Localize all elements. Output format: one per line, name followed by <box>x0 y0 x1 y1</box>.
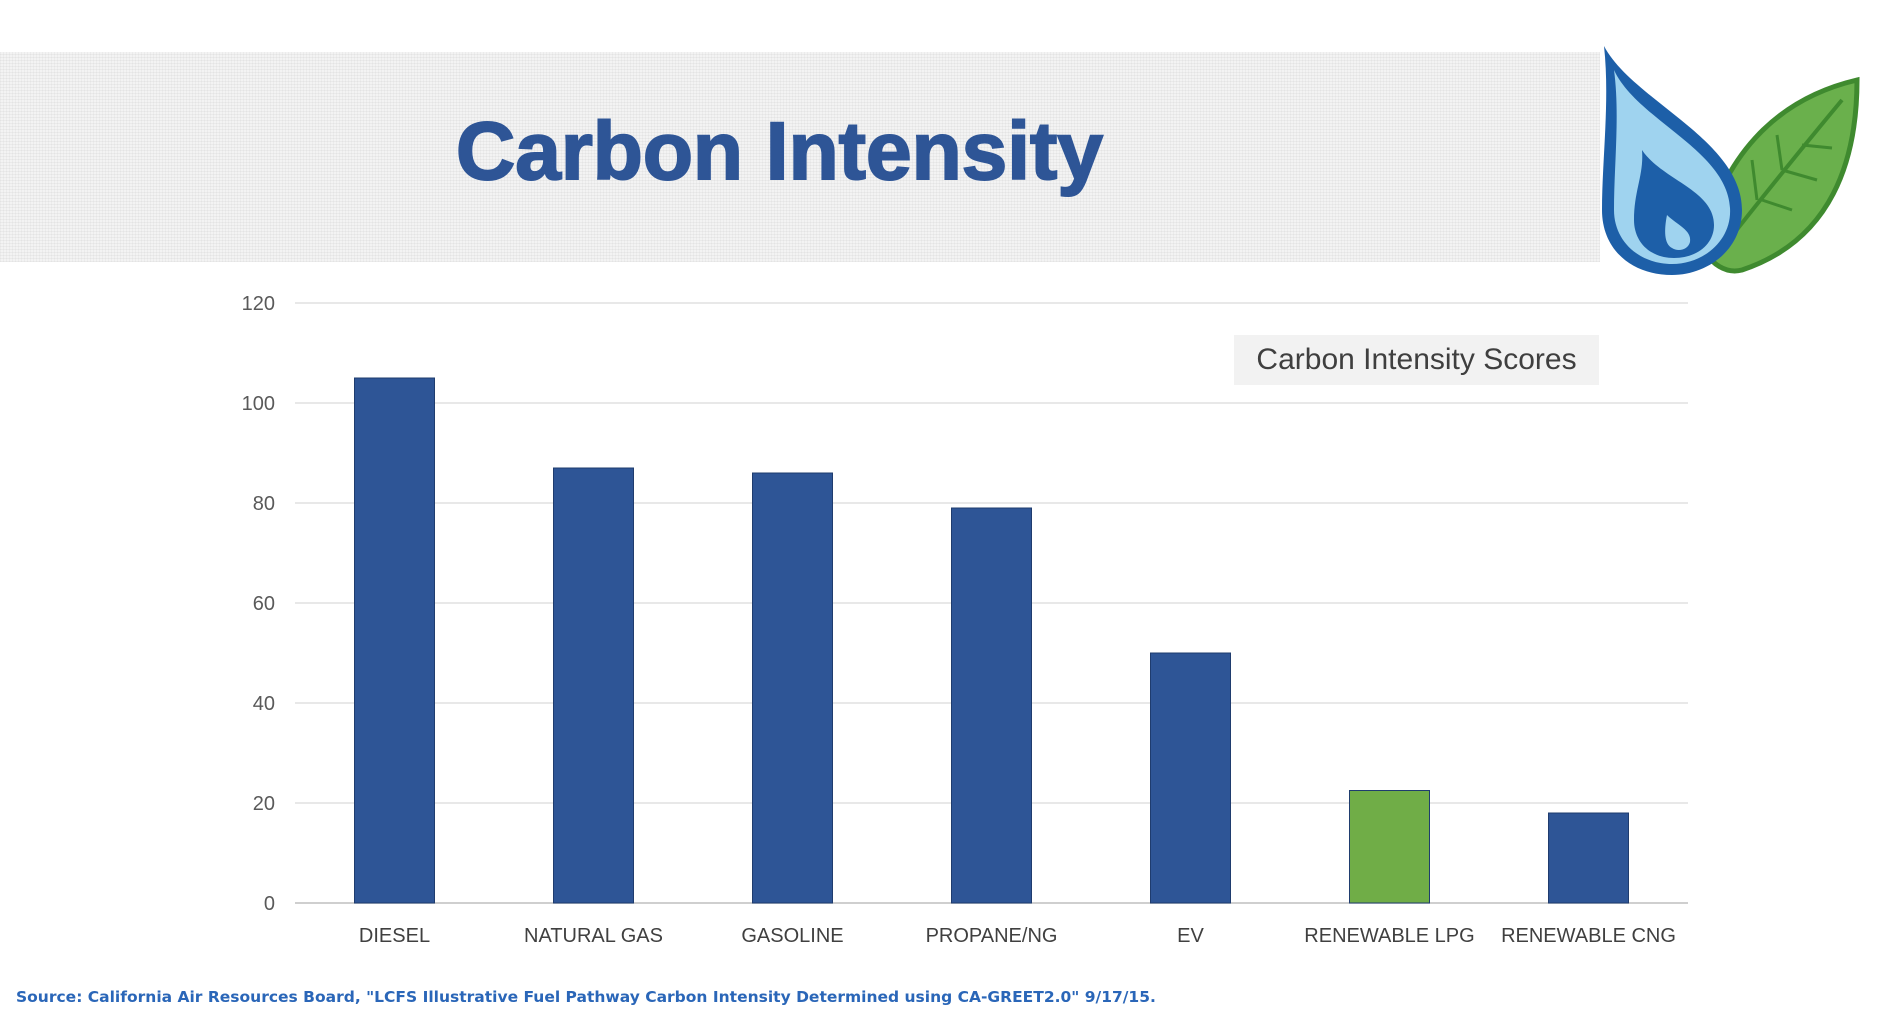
y-tick-label: 40 <box>253 693 275 715</box>
y-axis-tick-labels: 0 20 40 60 80 100 120 <box>242 293 275 915</box>
x-tick-label: GASOLINE <box>741 925 843 947</box>
bar-propane-ng <box>951 507 1032 904</box>
x-tick-label: RENEWABLE LPG <box>1304 925 1474 947</box>
x-tick-label: RENEWABLE CNG <box>1501 925 1676 947</box>
y-tick-label: 0 <box>264 893 275 915</box>
source-citation: Source: California Air Resources Board, … <box>16 988 1156 1006</box>
water-drop-and-leaf-logo-icon <box>1602 46 1860 275</box>
y-tick-label: 100 <box>242 393 275 415</box>
bar-renewable-cng <box>1548 812 1629 904</box>
x-tick-label: EV <box>1177 925 1204 947</box>
y-tick-label: 20 <box>253 793 275 815</box>
chart-bars <box>354 377 1629 904</box>
x-tick-label: DIESEL <box>359 925 430 947</box>
bar-gasoline <box>752 472 833 904</box>
title-banner <box>0 52 1600 262</box>
y-tick-label: 60 <box>253 593 275 615</box>
bar-renewable-lpg <box>1349 790 1430 904</box>
x-axis-tick-labels: DIESEL NATURAL GAS GASOLINE PROPANE/NG EV REN… <box>359 925 1676 947</box>
bar-natural-gas <box>553 467 634 904</box>
x-tick-label: NATURAL GAS <box>524 925 663 947</box>
y-tick-label: 120 <box>242 293 275 315</box>
bar-ev <box>1150 652 1231 904</box>
y-tick-label: 80 <box>253 493 275 515</box>
page-title: Carbon Intensity <box>455 105 1104 198</box>
x-tick-label: PROPANE/NG <box>926 925 1058 947</box>
chart-title: Carbon Intensity Scores <box>1234 335 1599 385</box>
bar-diesel <box>354 377 435 904</box>
